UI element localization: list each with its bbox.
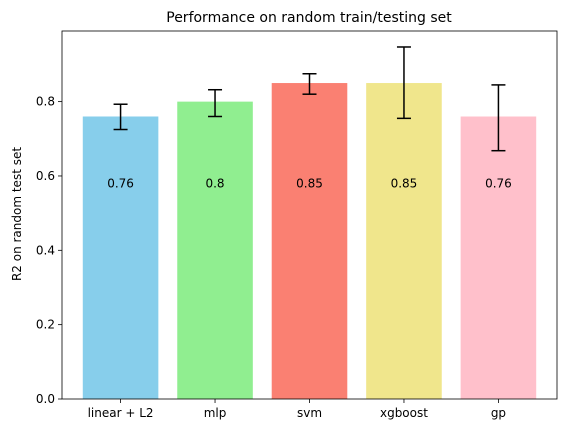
bar-1 — [177, 101, 253, 400]
y-axis-label: R2 on random test set — [10, 147, 24, 281]
marks-layer: 0.76 0.8 0.85 0.85 0.76 — [82, 46, 537, 400]
y-tick-label-0: 0.0 — [36, 392, 55, 406]
data-label-1: 0.8 — [205, 176, 224, 190]
bar-0 — [82, 116, 159, 400]
data-label-3: 0.85 — [391, 176, 418, 190]
x-tick-label-2: svm — [297, 406, 322, 420]
x-tick-label-0: linear + L2 — [88, 406, 154, 420]
bar-2 — [271, 83, 348, 399]
x-tick-label-3: xgboost — [380, 406, 428, 420]
bar-4 — [460, 116, 537, 400]
x-tick-label-4: gp — [491, 406, 506, 420]
y-tick-label-4: 0.8 — [36, 95, 55, 109]
chart-title: Performance on random train/testing set — [166, 10, 452, 26]
y-tick-label-1: 0.2 — [36, 318, 55, 332]
y-tick-label-3: 0.6 — [36, 169, 55, 183]
axes-layer: linear + L2 mlp svm xgboost gp 0.0 0.2 0.4 0.6 0.… — [36, 30, 558, 420]
bar-3 — [366, 83, 442, 399]
data-label-2: 0.85 — [296, 176, 323, 190]
data-label-4: 0.76 — [485, 176, 512, 190]
data-label-0: 0.76 — [107, 176, 134, 190]
plot-frame — [61, 30, 558, 400]
x-tick-label-1: mlp — [204, 406, 227, 420]
y-tick-label-2: 0.4 — [36, 243, 55, 257]
